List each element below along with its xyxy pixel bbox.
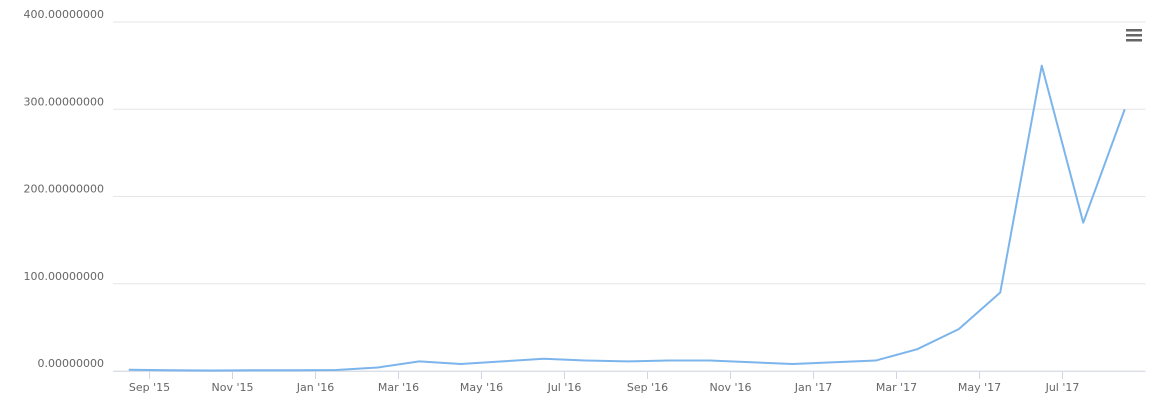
menu-bar (1126, 29, 1142, 32)
x-tick-label: Nov '16 (710, 381, 752, 394)
x-tick-label: Sep '15 (129, 381, 170, 394)
x-tick-label: Nov '15 (212, 381, 254, 394)
x-tick-label: Jul '17 (1045, 381, 1080, 394)
y-tick-label: 300.00000000 (24, 95, 104, 108)
x-tick-label: May '16 (460, 381, 503, 394)
y-tick-label: 100.00000000 (24, 270, 104, 283)
menu-bar (1126, 39, 1142, 42)
x-tick-label: Jan '16 (296, 381, 334, 394)
menu-bar (1126, 34, 1142, 37)
y-tick-label: 200.00000000 (24, 183, 104, 196)
x-tick-label: Jan '17 (794, 381, 832, 394)
y-tick-label: 400.00000000 (24, 8, 104, 21)
x-tick-label: Mar '17 (876, 381, 917, 394)
price-line (128, 64, 1126, 372)
x-tick-label: Jul '16 (547, 381, 582, 394)
x-tick-label: Mar '16 (378, 381, 419, 394)
y-tick-label: 0.00000000 (38, 357, 104, 370)
x-tick-label: Sep '16 (627, 381, 668, 394)
x-tick-label: May '17 (958, 381, 1001, 394)
menu-button[interactable] (1118, 24, 1150, 46)
